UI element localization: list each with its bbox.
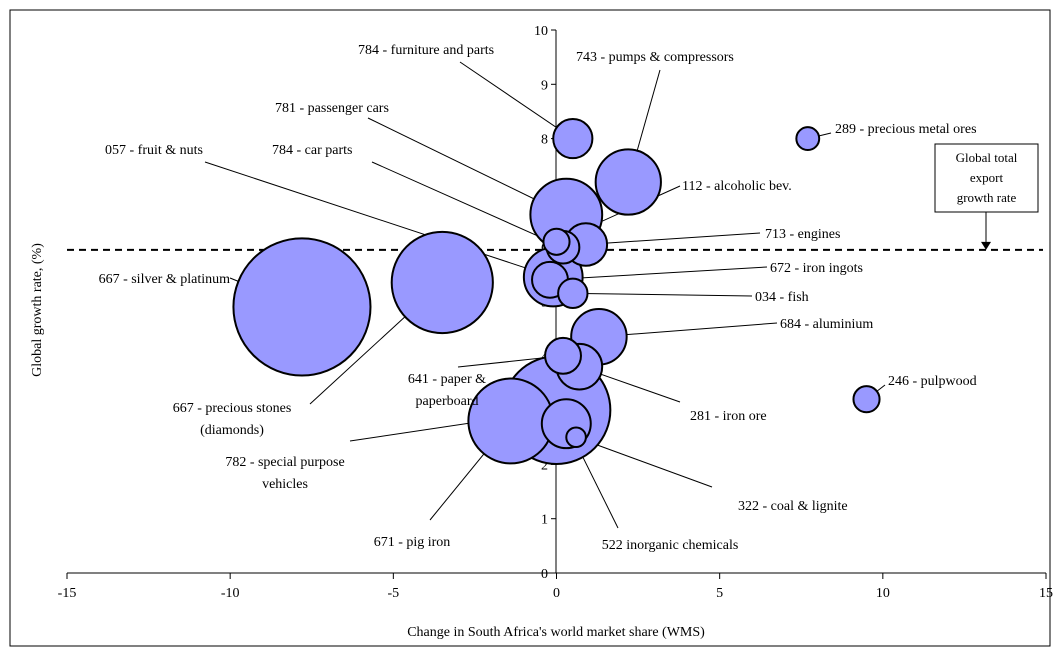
- x-tick-label: 0: [553, 586, 560, 601]
- bubble-label: 322 - coal & lignite: [738, 499, 848, 514]
- bubble-label: 667 - precious stones: [173, 401, 292, 416]
- bubble-1: [232, 237, 372, 377]
- bubble-16: [542, 227, 571, 256]
- x-tick-label: 5: [716, 586, 723, 601]
- leader-line: [598, 322, 778, 338]
- reference-arrow-head: [981, 241, 991, 250]
- x-tick-label: 10: [876, 586, 890, 601]
- leader-line: [371, 161, 564, 248]
- bubble-label: 713 - engines: [765, 227, 840, 242]
- leader-line: [549, 266, 768, 281]
- reference-label: export: [970, 170, 1004, 185]
- bubble-label: 057 - fruit & nuts: [105, 143, 203, 158]
- bubble-17: [552, 118, 594, 160]
- reference-label: Global total: [956, 150, 1018, 165]
- bubble-10: [557, 277, 589, 310]
- x-axis-title: Change in South Africa's world market sh…: [407, 625, 705, 640]
- y-tick-label: 2: [541, 458, 548, 473]
- y-tick-label: 0: [541, 567, 548, 582]
- leader-line: [459, 61, 574, 140]
- y-tick-label: 1: [541, 513, 548, 528]
- bubble-label: 667 - silver & platinum: [99, 272, 231, 287]
- bubble-8: [544, 336, 582, 375]
- x-tick-label: -15: [58, 586, 77, 601]
- bubble-label: 671 - pig iron: [374, 535, 451, 550]
- bubble-label: 781 - passenger cars: [275, 101, 389, 116]
- y-tick-label: 8: [541, 133, 548, 148]
- bubble-label: vehicles: [262, 477, 308, 492]
- bubble-label: 246 - pulpwood: [888, 374, 977, 389]
- x-tick-label: 15: [1039, 586, 1053, 601]
- bubble-label: 641 - paper &: [408, 372, 486, 387]
- chart-border: [9, 9, 1051, 647]
- labels-group: 667 - silver & platinum 667 - precious st…: [99, 43, 977, 553]
- bubble-18: [594, 148, 662, 216]
- bubble-label: (diamonds): [200, 423, 264, 438]
- bubbles-group: [232, 118, 881, 465]
- bubble-label: 782 - special purpose: [225, 455, 344, 470]
- reference-label: growth rate: [957, 190, 1017, 205]
- bubble-label: 281 - iron ore: [690, 409, 767, 424]
- y-axis-title: Global growth rate, (%): [30, 243, 45, 377]
- bubble-label: 743 - pumps & compressors: [576, 50, 734, 65]
- bubble-2: [390, 230, 494, 335]
- x-tick-label: -10: [221, 586, 240, 601]
- bubble-label: 289 - precious metal ores: [835, 122, 977, 137]
- bubble-20: [852, 385, 881, 414]
- bubble-label: 684 - aluminium: [780, 317, 873, 332]
- bubble-19: [795, 126, 821, 152]
- leader-line: [575, 436, 713, 488]
- bubble-label: 112 - alcoholic bev.: [682, 179, 792, 194]
- bubble-label: 784 - furniture and parts: [358, 43, 494, 58]
- bubble-label: 522 inorganic chemicals: [602, 538, 739, 553]
- y-tick-label: 10: [534, 24, 548, 39]
- bubble-label: 672 - iron ingots: [770, 261, 863, 276]
- leader-line: [204, 161, 554, 278]
- bubble-6: [565, 426, 587, 449]
- reference-line-group: Global total export growth rate: [67, 143, 1043, 251]
- y-tick-label: 9: [541, 78, 548, 93]
- bubble-4: [467, 377, 555, 465]
- bubble-label: 784 - car parts: [272, 143, 352, 158]
- bubble-label: paperboard: [416, 394, 479, 409]
- leader-line: [585, 232, 761, 245]
- leader-line: [572, 292, 753, 297]
- bubble-label: 034 - fish: [755, 290, 809, 305]
- x-tick-label: -5: [387, 586, 399, 601]
